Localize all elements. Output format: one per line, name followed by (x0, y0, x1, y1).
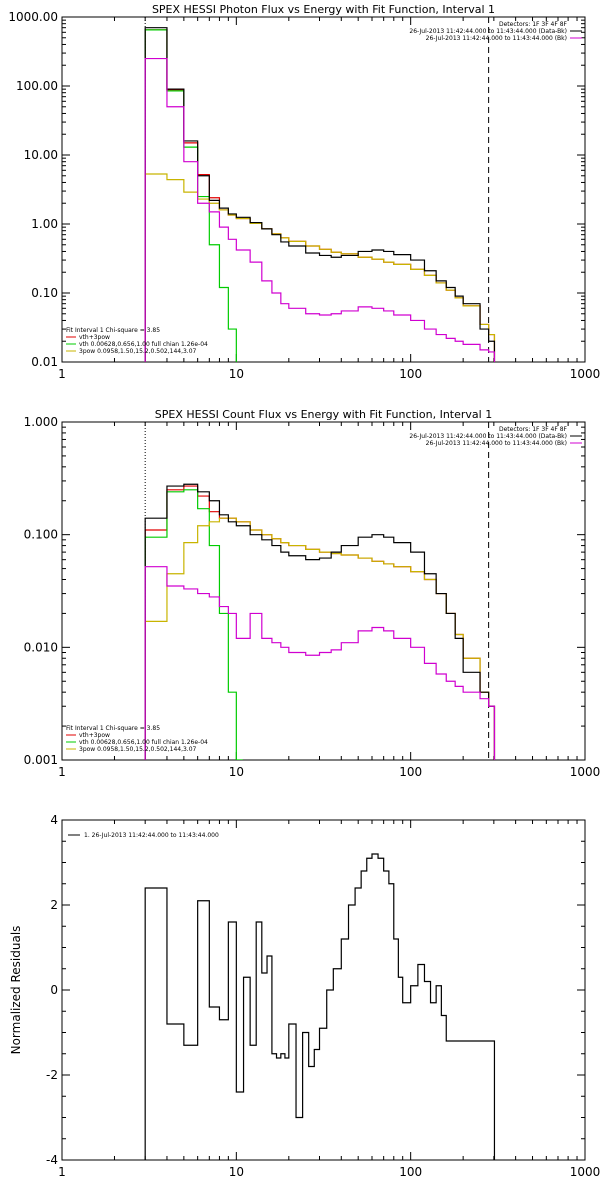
series-line-4 (144, 27, 496, 362)
header-line: 26-Jul-2013 11:42:44.000 to 11:43:44.000… (409, 433, 567, 440)
y-tick-label: -2 (46, 1068, 58, 1082)
series-group (144, 27, 496, 362)
y-tick-label: 0.010 (24, 640, 58, 654)
x-tick-label: 10 (229, 765, 244, 779)
chart-title: SPEX HESSI Count Flux vs Energy with Fit… (155, 408, 492, 421)
y-tick-label: 4 (50, 813, 58, 827)
series-group (144, 483, 496, 760)
series-line-2 (144, 489, 243, 760)
series-line-3 (144, 173, 496, 362)
legend-label: vth 0.00628,0.656,1.00 full chian 1.26e-… (79, 341, 208, 348)
series-line-4 (144, 483, 496, 760)
y-tick-label: 1.00 (31, 217, 58, 231)
legend-label: vth 0.00628,0.656,1.00 full chian 1.26e-… (79, 739, 208, 746)
panel-1: SPEX HESSI Photon Flux vs Energy with Fi… (8, 3, 600, 381)
x-tick-label: 1 (58, 367, 66, 381)
y-tick-label: -4 (46, 1153, 58, 1167)
header-line: Detectors: 1F 3F 4F 8F (499, 426, 568, 433)
x-tick-label: 1000 (570, 765, 600, 779)
header-line: Detectors: 1F 3F 4F 8F (499, 21, 568, 28)
y-tick-label: 0.100 (24, 528, 58, 542)
y-tick-label: 0.10 (31, 286, 58, 300)
legend-label: vth+3pow (79, 732, 110, 739)
y-tick-label: 0.01 (31, 355, 58, 369)
y-tick-label: 10.00 (24, 148, 58, 162)
series-line-1 (144, 29, 496, 362)
plot-frame (61, 819, 586, 1161)
x-tick-label: 1000 (570, 367, 600, 381)
series-line-3 (144, 517, 496, 760)
legend-label: vth+3pow (79, 334, 110, 341)
x-tick-label: 10 (229, 367, 244, 381)
x-tick-label: 100 (399, 367, 422, 381)
plot-frame (61, 421, 586, 761)
chart-title: SPEX HESSI Photon Flux vs Energy with Fi… (152, 3, 495, 16)
x-tick-label: 1 (58, 765, 66, 779)
y-axis-label: Normalized Residuals (9, 926, 23, 1055)
legend-header: Fit Interval 1 Chi-square = 3.85 (66, 725, 160, 732)
y-tick-label: 2 (50, 898, 58, 912)
panel-2: SPEX HESSI Count Flux vs Energy with Fit… (24, 408, 600, 779)
series-line-1 (144, 853, 496, 1160)
legend-label: 1. 26-Jul-2013 11:42:44.000 to 11:43:44.… (84, 832, 219, 839)
series-line-5 (144, 57, 496, 362)
legend-label: 3pow 0.0958,1.50,15.2,0.502,144,3.07 (79, 348, 197, 355)
y-tick-label: 0.001 (24, 753, 58, 767)
legend-label: 3pow 0.0958,1.50,15.2,0.502,144,3.07 (79, 746, 197, 753)
series-group (144, 853, 496, 1160)
header-line: 26-Jul-2013 11:42:44.000 to 11:43:44.000… (409, 28, 567, 35)
x-tick-label: 1000 (570, 1165, 600, 1179)
header-line: 26-Jul-2013 11:42:44.000 to 11:43:44.000… (426, 440, 567, 447)
y-tick-label: 1000.00 (8, 10, 58, 24)
x-tick-label: 100 (399, 765, 422, 779)
series-line-5 (144, 566, 496, 760)
legend-header: Fit Interval 1 Chi-square = 3.85 (66, 327, 160, 334)
panel-3: 1 10 100 1000 -4 -2 0 2 4 Normalized Residuals 1. … (9, 813, 600, 1179)
y-tick-label: 100.00 (16, 79, 58, 93)
x-tick-label: 1 (58, 1165, 66, 1179)
y-tick-label: 0 (50, 983, 58, 997)
plot-frame (61, 16, 586, 363)
y-tick-label: 1.000 (24, 415, 58, 429)
header-line: 26-Jul-2013 11:42:44.000 to 11:43:44.000… (426, 35, 567, 42)
x-tick-label: 100 (399, 1165, 422, 1179)
x-tick-label: 10 (229, 1165, 244, 1179)
